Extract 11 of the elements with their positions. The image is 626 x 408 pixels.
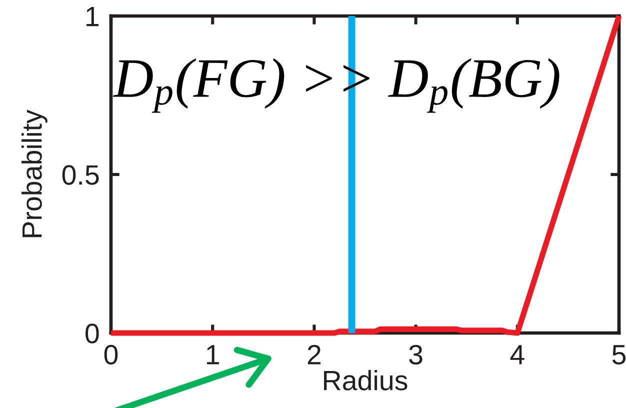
x-tick-label: 3 xyxy=(409,344,422,365)
y-tick-label: 0.5 xyxy=(62,165,99,185)
y-axis-title: Probability xyxy=(21,110,48,238)
x-tick-label: 1 xyxy=(206,345,219,364)
x-axis-title: Radius xyxy=(324,370,408,390)
y-tick-label: 1 xyxy=(86,6,99,26)
y-tick-label: 0 xyxy=(86,324,99,344)
x-tick-label: 0 xyxy=(104,344,118,365)
x-tick-label: 4 xyxy=(510,345,524,364)
x-tick-label: 5 xyxy=(612,345,626,365)
x-tick-label: 2 xyxy=(308,344,321,364)
